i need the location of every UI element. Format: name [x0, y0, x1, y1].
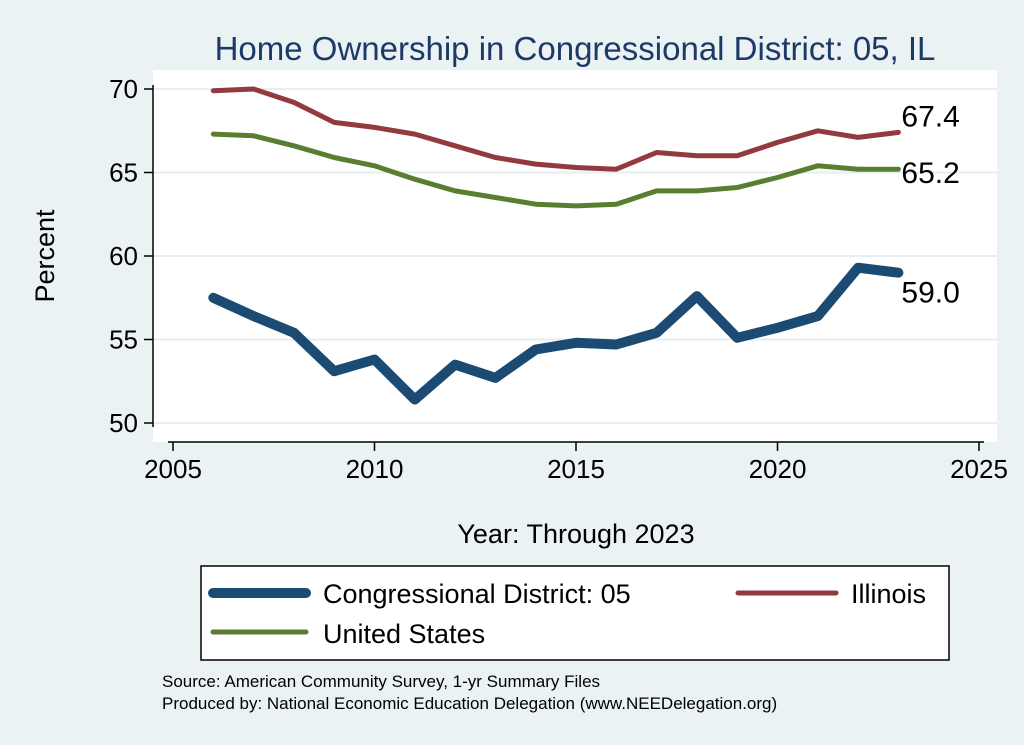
y-axis: 50 55 60 65 70 — [109, 74, 154, 438]
y-tick-label: 65 — [109, 158, 138, 188]
y-tick-label: 55 — [109, 325, 138, 355]
end-label-united-states: 65.2 — [901, 157, 959, 190]
x-axis-title: Year: Through 2023 — [457, 519, 694, 549]
series-line-congressional-district-05 — [208, 262, 904, 405]
legend: Congressional District: 05 Illinois Unit… — [200, 565, 950, 661]
produced-by-note: Produced by: National Economic Education… — [162, 694, 777, 713]
legend-label-united-states: United States — [323, 619, 485, 649]
legend-box — [200, 565, 950, 661]
x-tick-label: 2010 — [346, 454, 404, 484]
y-tick-label: 70 — [109, 74, 138, 104]
legend-label-congressional-district: Congressional District: 05 — [323, 579, 631, 609]
x-tick-label: 2020 — [749, 454, 807, 484]
end-label-congressional-district-05: 59.0 — [901, 277, 959, 310]
y-tick-label: 60 — [109, 241, 138, 271]
gridlines — [153, 88, 997, 424]
source-note: Source: American Community Survey, 1-yr … — [162, 672, 600, 691]
series-line-united-states — [210, 131, 901, 209]
x-tick-label: 2025 — [950, 454, 1008, 484]
series-line-illinois — [210, 86, 901, 172]
end-labels: 59.0 67.4 65.2 — [901, 100, 959, 309]
x-axis: 2005 2010 2015 2020 2025 — [144, 441, 1008, 484]
legend-label-illinois: Illinois — [851, 579, 926, 609]
y-axis-title: Percent — [30, 209, 60, 303]
end-label-illinois: 67.4 — [901, 100, 959, 133]
chart-title: Home Ownership in Congressional District… — [215, 30, 936, 67]
x-tick-label: 2005 — [144, 454, 202, 484]
y-tick-label: 50 — [109, 408, 138, 438]
x-tick-label: 2015 — [547, 454, 605, 484]
series-layer — [208, 86, 904, 405]
